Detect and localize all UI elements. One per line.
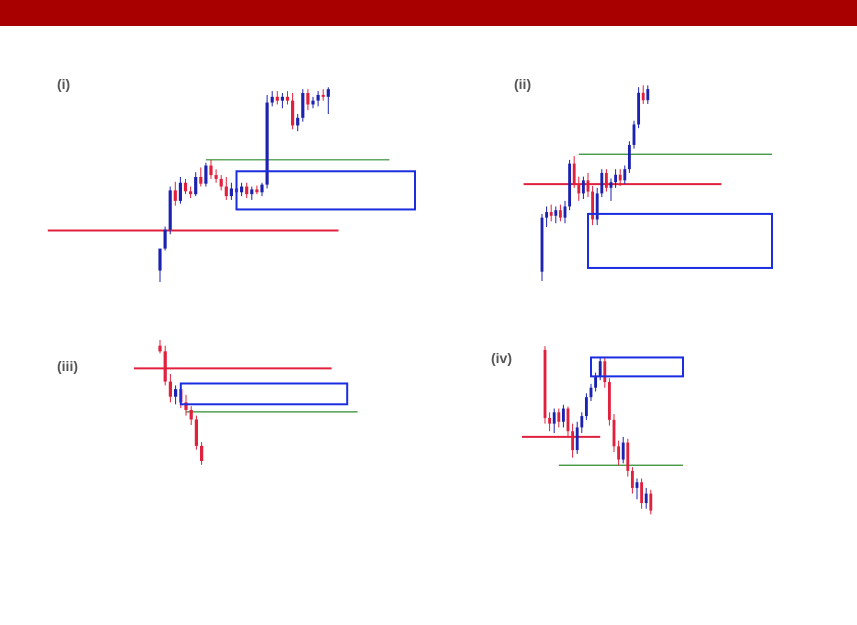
candle-body (240, 186, 244, 193)
candle-body (644, 493, 648, 504)
supply-demand-zone (587, 212, 773, 269)
candle-body (566, 408, 570, 432)
candle-body (548, 417, 552, 424)
candle-body (291, 100, 295, 126)
candle-body (184, 402, 188, 410)
candle-body (584, 397, 588, 417)
candle-body (641, 92, 645, 101)
candle-body (540, 217, 544, 272)
candle-body (561, 408, 565, 422)
supply-demand-zone (590, 356, 684, 378)
candle-body (609, 182, 613, 188)
candle-body (589, 387, 593, 398)
supply-demand-zone (235, 170, 416, 211)
candle-body (255, 189, 259, 193)
candle-body (614, 174, 618, 183)
candle-body (224, 186, 228, 197)
candle-body (563, 206, 567, 218)
candle-body (158, 345, 162, 352)
candle-body (549, 212, 553, 216)
candle-body (586, 180, 590, 192)
candle-body (621, 442, 625, 460)
candle-body (577, 184, 581, 194)
candle-body (581, 180, 585, 194)
candle-body (640, 482, 644, 504)
candle-body (568, 163, 572, 207)
candle-body (635, 482, 639, 488)
candle-body (617, 446, 621, 460)
supply-demand-zone (179, 382, 349, 406)
candle-body (229, 188, 233, 197)
candle-body (575, 427, 579, 451)
candle-body (219, 178, 223, 187)
candle-body (326, 89, 330, 97)
candle-body (163, 351, 167, 382)
panel-label-iv: (iv) (491, 350, 512, 366)
candle-body (183, 182, 188, 192)
candle-body (545, 212, 549, 218)
candle-body (250, 189, 254, 195)
candle-body (301, 93, 305, 118)
candle-body (296, 117, 300, 126)
candle-body (163, 229, 167, 249)
candle-body (204, 165, 208, 184)
candle-body (618, 174, 622, 181)
candle-body (178, 182, 182, 201)
candle-body (558, 210, 562, 218)
candle-body (245, 186, 249, 195)
header-bar (0, 0, 857, 26)
candle-body (260, 184, 264, 193)
candle-body (189, 409, 193, 420)
candle-body (552, 412, 556, 424)
candle-body (199, 445, 204, 462)
candle-body (646, 89, 650, 101)
candle-body (265, 102, 269, 185)
candle-body (604, 172, 608, 188)
candle-body (168, 381, 173, 397)
candle-body (627, 144, 631, 170)
candle-body (199, 177, 203, 184)
candle-body (598, 361, 602, 377)
candle-body (189, 191, 193, 195)
candle-body (285, 96, 290, 101)
candle-body (580, 416, 584, 428)
candle-body (173, 389, 178, 397)
candle-body (321, 94, 325, 97)
panel-label-iii: (iii) (57, 358, 78, 374)
candle-body (623, 169, 627, 181)
candle-body (173, 190, 177, 201)
candle-body (600, 172, 604, 194)
candle-body (632, 124, 636, 145)
candle-body (311, 100, 315, 105)
candle-body (158, 248, 162, 271)
candle-body (554, 210, 558, 216)
candle-body (626, 442, 630, 471)
candle-body (543, 349, 547, 418)
panel-label-ii: (ii) (514, 76, 532, 92)
candle-body (306, 93, 310, 105)
candle-body (594, 376, 598, 388)
candle-body (270, 96, 274, 103)
candle-body (591, 191, 595, 220)
candle-body (209, 165, 213, 176)
candle-body (571, 431, 575, 451)
candle-body (316, 94, 320, 101)
candle-body (649, 493, 653, 511)
candle-body (214, 175, 218, 179)
panel-label-i: (i) (57, 76, 71, 92)
candle-body (612, 419, 616, 447)
candle-body (557, 412, 561, 422)
candle-body (630, 470, 634, 488)
candle-body (194, 419, 199, 446)
candle-body (637, 92, 641, 125)
candle-body (168, 190, 172, 230)
candle-body (607, 382, 611, 420)
candle-body (603, 361, 607, 383)
candle-body (572, 163, 576, 185)
candle-body (194, 177, 198, 195)
candle-body (595, 193, 599, 220)
candle-body (280, 96, 284, 101)
candle-body (275, 96, 279, 101)
